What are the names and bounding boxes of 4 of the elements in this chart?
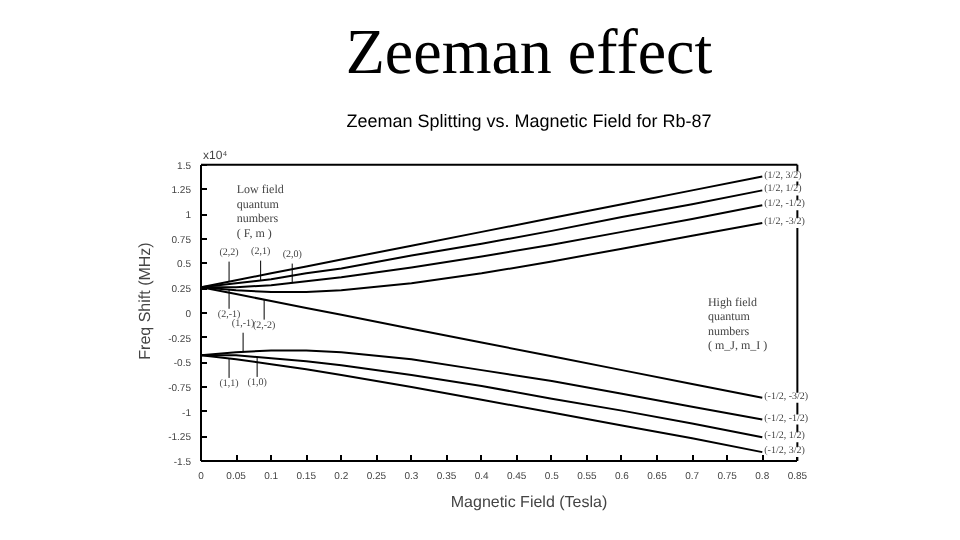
y-axis-title: Freq Shift (MHz) bbox=[136, 241, 155, 360]
x-axis-title: Magnetic Field (Tesla) bbox=[450, 493, 608, 511]
chart-title: Zeeman effect bbox=[345, 15, 713, 87]
chart-subtitle: Zeeman Splitting vs. Magnetic Field for Rb-87 bbox=[346, 111, 712, 131]
